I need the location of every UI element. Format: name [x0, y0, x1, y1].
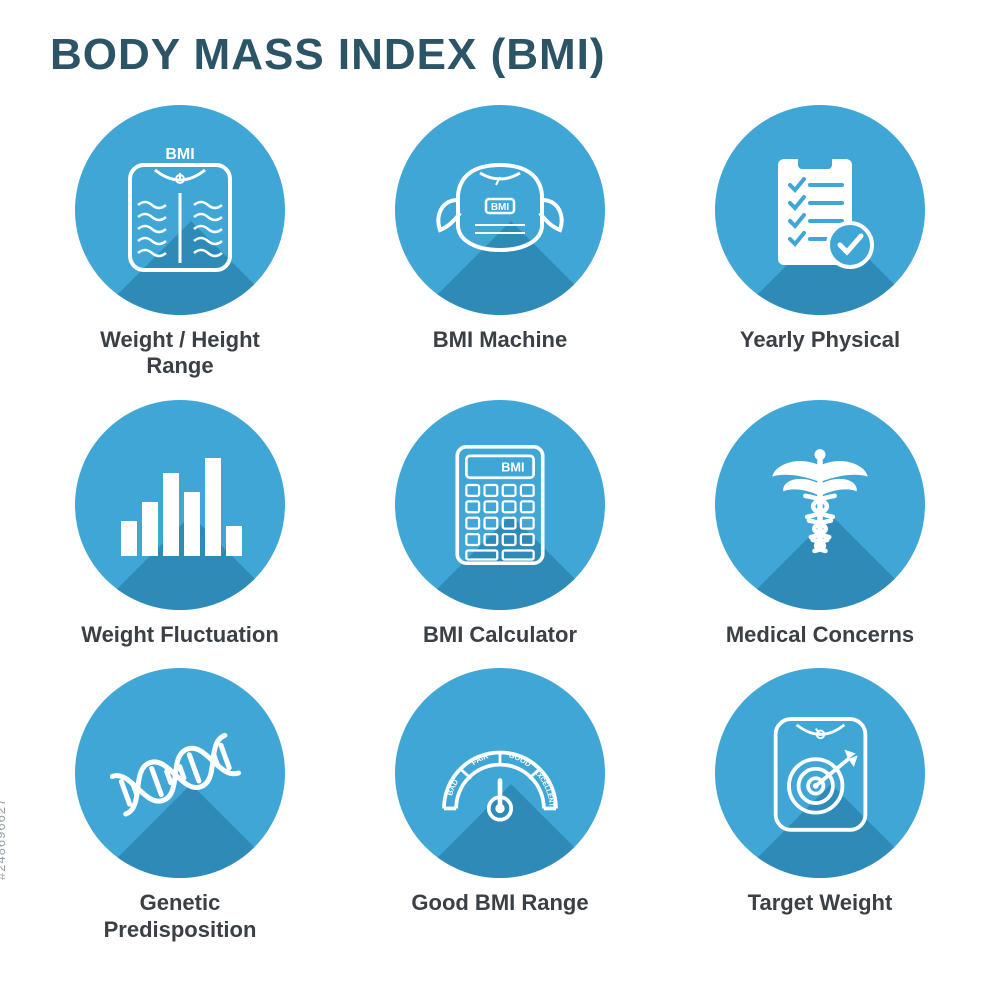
- cell-medical-concerns: Medical Concerns: [690, 400, 950, 648]
- bmi-machine-icon: BMI: [430, 140, 570, 280]
- clipboard-check-icon: [750, 140, 890, 280]
- circle: [715, 400, 925, 610]
- label: Medical Concerns: [726, 622, 914, 648]
- circle: BMI: [395, 400, 605, 610]
- caduceus-icon: [750, 435, 890, 575]
- cell-bmi-machine: BMI BMI Machine: [370, 105, 630, 380]
- circle: [75, 668, 285, 878]
- svg-text:BMI: BMI: [501, 459, 524, 474]
- cell-yearly-physical: Yearly Physical: [690, 105, 950, 380]
- circle: BMI: [75, 105, 285, 315]
- cell-bmi-calculator: BMI BMI Calculator: [370, 400, 630, 648]
- label: BMI Machine: [433, 327, 567, 353]
- cell-genetic-predisposition: Genetic Predisposition: [50, 668, 310, 943]
- label: Yearly Physical: [740, 327, 900, 353]
- calculator-icon: BMI: [430, 435, 570, 575]
- svg-text:BMI: BMI: [165, 146, 194, 163]
- icon-grid: BMI Weight: [50, 105, 950, 943]
- label: Weight Fluctuation: [81, 622, 279, 648]
- cell-weight-height-range: BMI Weight: [50, 105, 310, 380]
- circle: [715, 105, 925, 315]
- label: BMI Calculator: [423, 622, 577, 648]
- label: Good BMI Range: [411, 890, 588, 916]
- bar-chart-icon: [110, 435, 250, 575]
- gauge-icon: BAD FAIR GOOD EXCELLENT: [430, 703, 570, 843]
- circle: [715, 668, 925, 878]
- scale-icon: BMI: [110, 140, 250, 280]
- page-title: BODY MASS INDEX (BMI): [50, 30, 950, 80]
- circle: [75, 400, 285, 610]
- circle: BAD FAIR GOOD EXCELLENT: [395, 668, 605, 878]
- dna-icon: [110, 703, 250, 843]
- watermark: #248696627: [0, 798, 8, 880]
- label: Genetic Predisposition: [104, 890, 257, 943]
- circle: BMI: [395, 105, 605, 315]
- label: Target Weight: [748, 890, 893, 916]
- label: Weight / Height Range: [100, 327, 260, 380]
- target-scale-icon: [750, 703, 890, 843]
- cell-good-bmi-range: BAD FAIR GOOD EXCELLENT Good BMI Range: [370, 668, 630, 943]
- cell-weight-fluctuation: Weight Fluctuation: [50, 400, 310, 648]
- svg-text:BMI: BMI: [491, 202, 510, 213]
- cell-target-weight: Target Weight: [690, 668, 950, 943]
